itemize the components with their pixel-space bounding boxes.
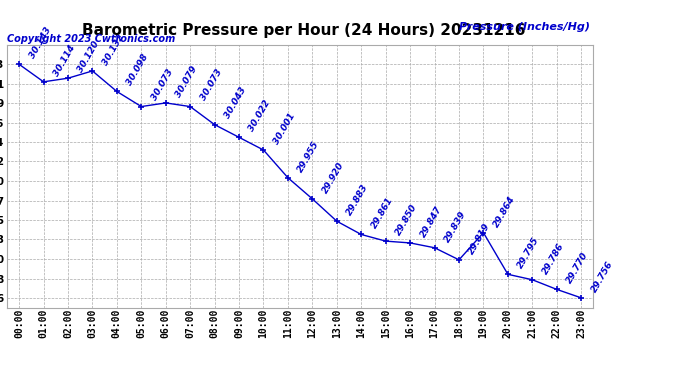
Text: 29.850: 29.850 bbox=[394, 202, 419, 237]
Text: Barometric Pressure per Hour (24 Hours) 20231216: Barometric Pressure per Hour (24 Hours) … bbox=[82, 22, 525, 38]
Text: 30.132: 30.132 bbox=[101, 32, 126, 67]
Text: 30.043: 30.043 bbox=[223, 86, 248, 120]
Text: 30.073: 30.073 bbox=[199, 68, 224, 102]
Text: 29.756: 29.756 bbox=[589, 259, 615, 294]
Text: 30.073: 30.073 bbox=[150, 68, 175, 102]
Text: 29.770: 29.770 bbox=[565, 251, 590, 285]
Text: Copyright 2023 Cwtronics.com: Copyright 2023 Cwtronics.com bbox=[7, 34, 175, 44]
Text: 30.022: 30.022 bbox=[248, 99, 273, 133]
Text: 29.883: 29.883 bbox=[345, 183, 371, 217]
Text: 30.143: 30.143 bbox=[28, 26, 52, 60]
Text: 30.114: 30.114 bbox=[52, 43, 77, 78]
Text: 29.861: 29.861 bbox=[370, 196, 395, 230]
Text: 29.955: 29.955 bbox=[296, 139, 322, 174]
Text: 29.786: 29.786 bbox=[541, 241, 566, 276]
Text: 29.847: 29.847 bbox=[418, 204, 444, 239]
Text: Pressure (Inches/Hg): Pressure (Inches/Hg) bbox=[459, 22, 590, 33]
Text: 29.839: 29.839 bbox=[443, 209, 468, 244]
Text: 30.001: 30.001 bbox=[272, 111, 297, 146]
Text: 29.819: 29.819 bbox=[467, 221, 493, 256]
Text: 29.795: 29.795 bbox=[516, 236, 542, 270]
Text: 30.120: 30.120 bbox=[77, 39, 101, 74]
Text: 29.920: 29.920 bbox=[321, 160, 346, 195]
Text: 30.079: 30.079 bbox=[174, 64, 199, 99]
Text: 30.098: 30.098 bbox=[125, 53, 150, 87]
Text: 29.864: 29.864 bbox=[492, 194, 517, 228]
